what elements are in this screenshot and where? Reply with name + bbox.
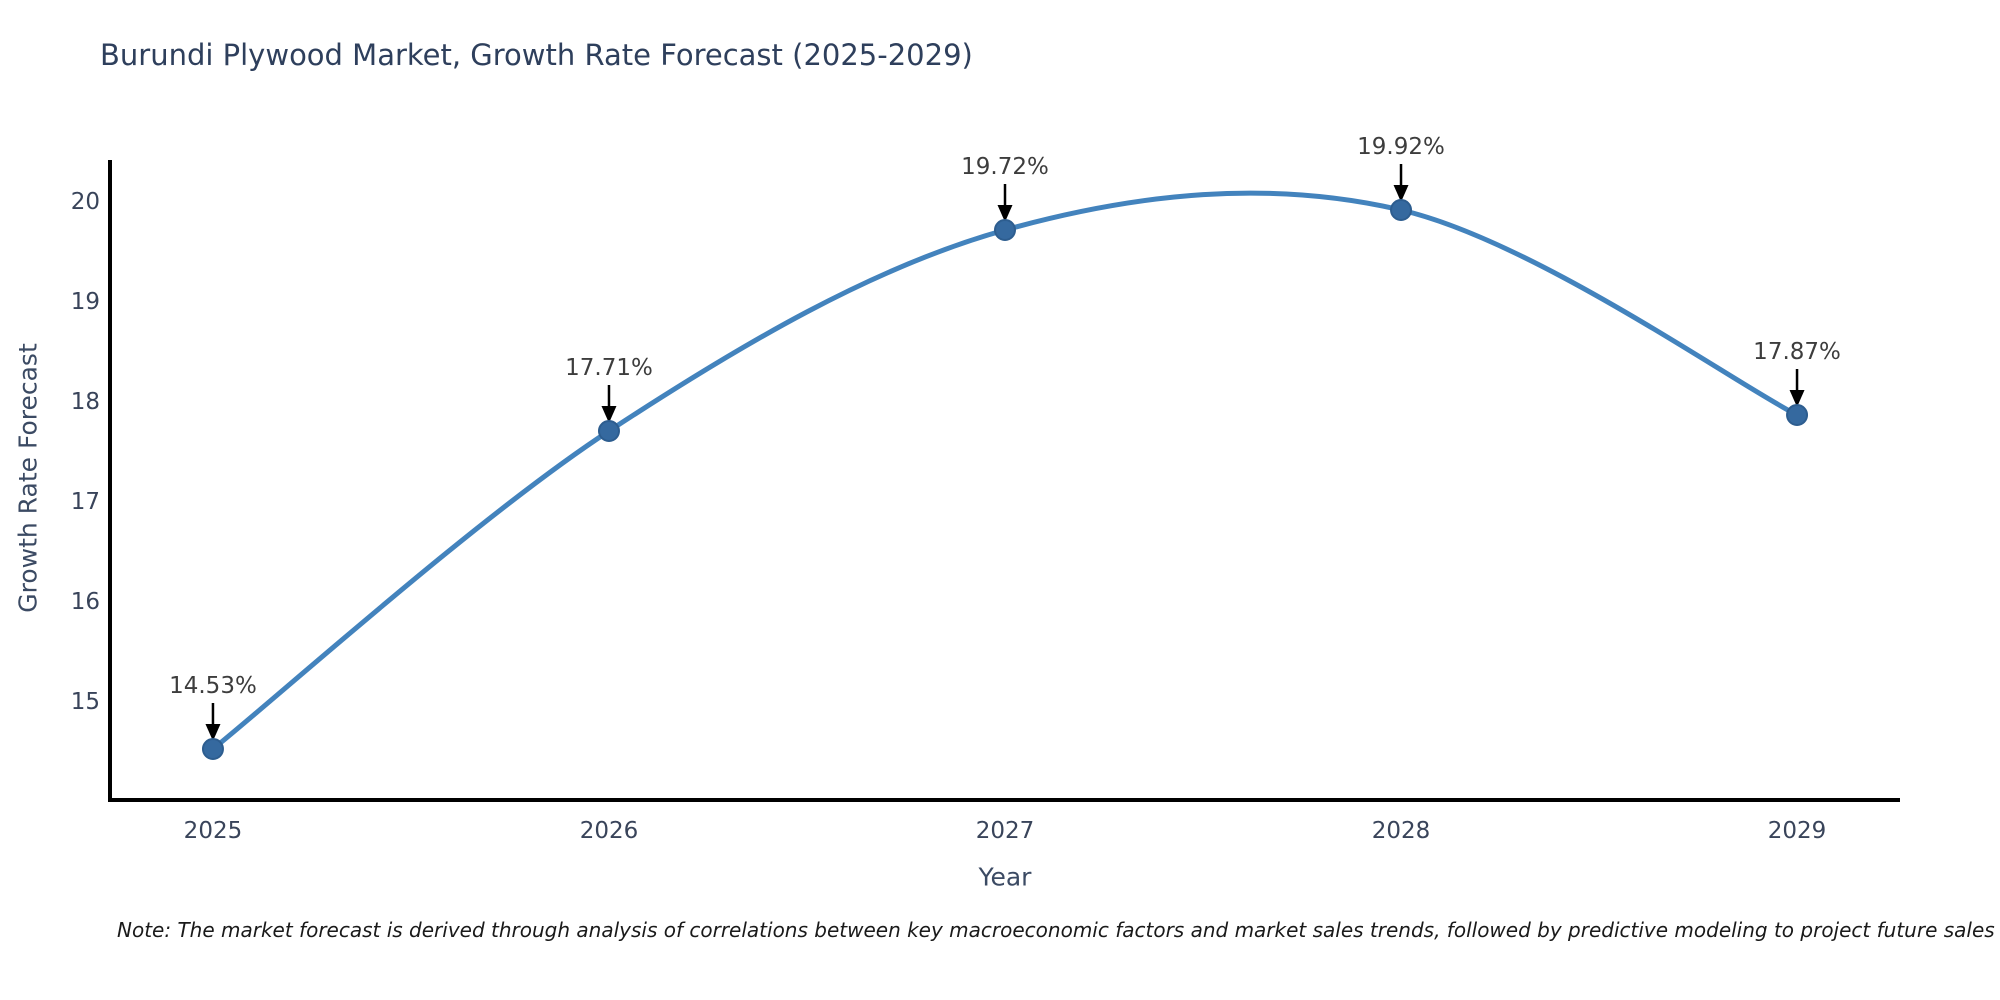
- chart-note: Note: The market forecast is derived thr…: [117, 918, 1995, 942]
- annotation-arrow-head: [1789, 390, 1805, 407]
- y-axis-title: Growth Rate Forecast: [13, 343, 43, 613]
- point-annotation: 17.87%: [1753, 339, 1841, 365]
- data-point-marker: [1390, 199, 1413, 221]
- chart-title: Burundi Plywood Market, Growth Rate Fore…: [100, 38, 973, 72]
- data-point-marker: [994, 219, 1016, 241]
- point-annotation: 19.72%: [961, 154, 1049, 180]
- point-annotation: 17.71%: [565, 355, 653, 381]
- forecast-line: [210, 190, 1800, 752]
- data-point-marker: [201, 738, 224, 760]
- data-point-marker: [597, 420, 620, 442]
- y-tick-label: 18: [70, 389, 100, 415]
- x-tick-label: 2027: [975, 818, 1035, 844]
- annotation-arrow-head: [601, 406, 617, 423]
- data-point-marker: [1786, 404, 1809, 426]
- annotation-arrow-head: [997, 205, 1013, 222]
- y-tick-label: 19: [70, 289, 100, 315]
- x-tick-label: 2025: [183, 818, 243, 844]
- x-tick-label: 2028: [1371, 818, 1431, 844]
- point-annotation: 19.92%: [1357, 134, 1445, 160]
- x-axis-title: Year: [978, 862, 1032, 892]
- annotation-arrow-head: [1393, 185, 1409, 202]
- annotation-arrow-head: [205, 724, 221, 741]
- y-tick-label: 17: [70, 489, 100, 515]
- y-tick-label: 15: [70, 689, 100, 715]
- point-annotation: 14.53%: [169, 673, 257, 699]
- y-tick-label: 20: [70, 189, 100, 215]
- y-tick-label: 16: [70, 589, 100, 615]
- x-tick-label: 2026: [579, 818, 639, 844]
- x-tick-label: 2029: [1767, 818, 1827, 844]
